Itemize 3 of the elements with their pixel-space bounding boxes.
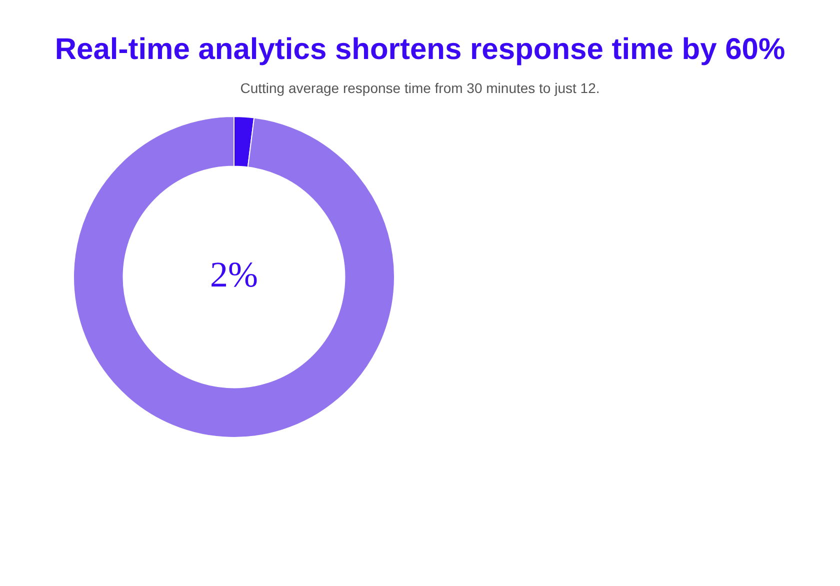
chart-subtitle: Cutting average response time from 30 minutes to just 12. bbox=[239, 80, 601, 96]
chart-title: Real-time analytics shortens response time by 60% bbox=[54, 32, 786, 68]
text: 2% bbox=[210, 254, 258, 294]
